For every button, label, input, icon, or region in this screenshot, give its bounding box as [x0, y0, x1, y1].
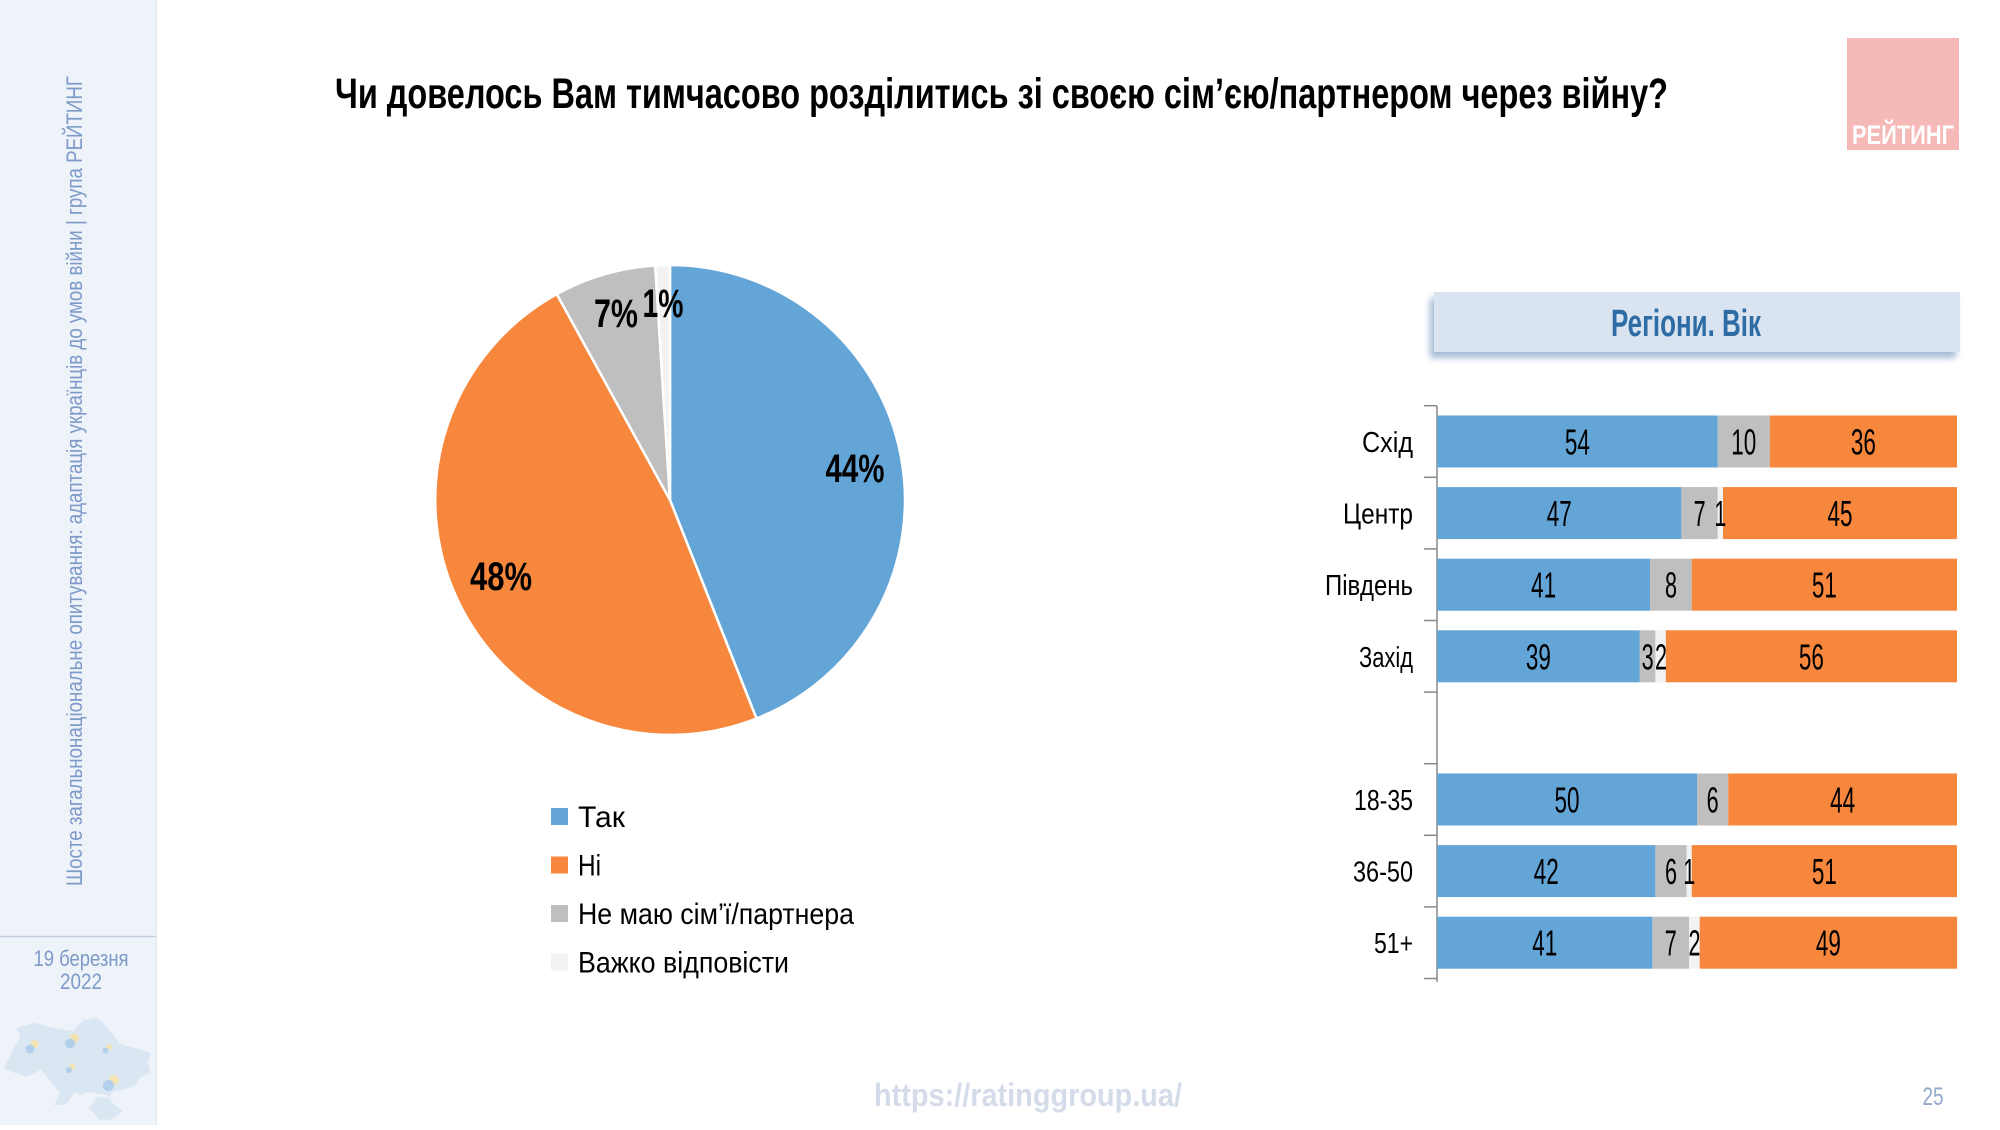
svg-text:2: 2	[1689, 923, 1701, 964]
svg-text:Захід: Захід	[1359, 642, 1413, 674]
svg-text:1%: 1%	[643, 282, 684, 326]
svg-text:56: 56	[1799, 636, 1824, 677]
svg-text:51+: 51+	[1374, 928, 1413, 960]
svg-text:3: 3	[1642, 636, 1654, 677]
svg-text:Важко відповісти: Важко відповісти	[578, 947, 789, 980]
svg-text:25: 25	[1923, 1083, 1944, 1111]
svg-text:36-50: 36-50	[1353, 857, 1413, 889]
svg-text:Чи довелось Вам тимчасово розд: Чи довелось Вам тимчасово розділитись зі…	[335, 70, 1668, 118]
svg-text:6: 6	[1665, 851, 1677, 892]
svg-text:50: 50	[1555, 780, 1580, 821]
svg-text:Південь: Південь	[1325, 570, 1413, 602]
svg-text:https://ratinggroup.ua/: https://ratinggroup.ua/	[874, 1077, 1182, 1113]
svg-text:7%: 7%	[594, 292, 638, 336]
svg-text:18-35: 18-35	[1354, 785, 1413, 817]
svg-text:1: 1	[1683, 851, 1695, 892]
svg-text:48%: 48%	[470, 555, 532, 599]
svg-text:Регіони. Вік: Регіони. Вік	[1611, 303, 1762, 345]
svg-text:8: 8	[1665, 565, 1677, 606]
svg-text:39: 39	[1526, 636, 1551, 677]
svg-text:44%: 44%	[826, 447, 885, 491]
svg-text:45: 45	[1828, 493, 1853, 534]
svg-text:2: 2	[1655, 636, 1667, 677]
svg-text:Шосте загальнонаціональне опит: Шосте загальнонаціональне опитування: ад…	[62, 76, 87, 886]
svg-text:41: 41	[1531, 565, 1556, 606]
svg-text:Так: Так	[578, 801, 626, 834]
svg-text:Не маю сім’ї/партнера: Не маю сім’ї/партнера	[578, 898, 854, 931]
svg-text:2022: 2022	[60, 969, 102, 994]
svg-text:10: 10	[1731, 422, 1756, 463]
svg-text:Ні: Ні	[578, 850, 601, 883]
svg-text:РЕЙТИНГ: РЕЙТИНГ	[1852, 119, 1954, 150]
svg-text:Схід: Схід	[1362, 427, 1413, 459]
svg-text:Центр: Центр	[1343, 499, 1413, 531]
svg-text:1: 1	[1714, 493, 1726, 534]
svg-text:51: 51	[1812, 851, 1837, 892]
svg-text:51: 51	[1812, 565, 1837, 606]
svg-text:44: 44	[1830, 780, 1855, 821]
svg-text:7: 7	[1665, 923, 1677, 964]
svg-text:41: 41	[1532, 923, 1557, 964]
svg-text:49: 49	[1816, 923, 1841, 964]
svg-text:42: 42	[1534, 851, 1559, 892]
svg-text:47: 47	[1547, 493, 1572, 534]
svg-text:19 березня: 19 березня	[34, 946, 129, 971]
svg-text:7: 7	[1694, 493, 1706, 534]
svg-text:6: 6	[1707, 780, 1719, 821]
svg-text:54: 54	[1565, 422, 1590, 463]
svg-text:36: 36	[1851, 422, 1876, 463]
